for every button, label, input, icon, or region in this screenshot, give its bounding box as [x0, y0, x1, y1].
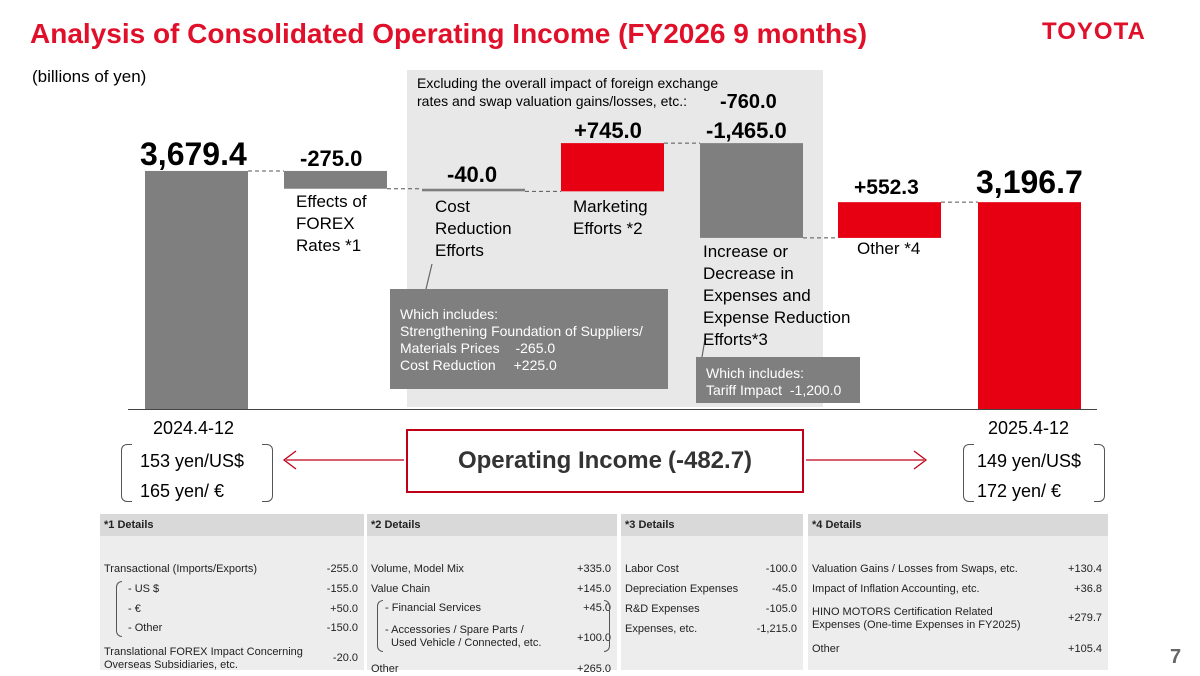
- operating-income-box: Operating Income (-482.7): [406, 429, 804, 493]
- group-brace: [604, 600, 610, 652]
- table-row: - Accessories / Spare Parts / Used Vehicl…: [385, 624, 611, 649]
- rate-end-eur: 172 yen/ €: [977, 481, 1062, 501]
- table-row: Impact of Inflation Accounting, etc. +36.…: [812, 583, 1102, 595]
- bar-other: [838, 202, 941, 238]
- table-row: - Financial Services +45.0: [385, 602, 611, 614]
- table-row: - US $ -155.0: [128, 583, 358, 595]
- table-row: Depreciation Expenses -45.0: [625, 583, 797, 595]
- period-end: 2025.4-12: [988, 418, 1070, 438]
- bar-forex-effects: [284, 170, 387, 189]
- bar-label-expenses: Increase or Decrease in Expenses and Expens…: [703, 242, 851, 349]
- rate-start-eur: 165 yen/ €: [140, 481, 225, 501]
- rate-brace-right-close: [1094, 444, 1105, 502]
- details-table-1: *1 Details Transactional (Imports/Export…: [100, 514, 364, 671]
- bar-label-forex: Effects of FOREX Rates *1: [296, 192, 367, 255]
- operating-income-arrows: [282, 450, 928, 470]
- value-label-start: 3,679.4: [140, 136, 247, 172]
- table-row: R&D Expenses -105.0: [625, 603, 797, 615]
- excluding-fx-note: Excluding the overall impact of foreign …: [417, 75, 719, 109]
- excluding-fx-value: -760.0: [720, 91, 777, 113]
- value-label-marketing: +745.0: [574, 118, 642, 143]
- value-label-end: 3,196.7: [976, 164, 1083, 200]
- table-header: *1 Details: [100, 514, 364, 536]
- table-row: Valuation Gains / Losses from Swaps, etc…: [812, 563, 1102, 575]
- bar-label-other: Other *4: [857, 239, 921, 258]
- cost-reduction-callout: Which includes: Strengthening Foundation…: [390, 289, 668, 389]
- table-row: Other +265.0: [371, 663, 611, 675]
- details-table-3: *3 Details Labor Cost -100.0 Depreciation…: [621, 514, 803, 670]
- table-row: Other +105.4: [812, 643, 1102, 655]
- table-row: Transactional (Imports/Exports) -255.0: [104, 563, 358, 575]
- unit-label: (billions of yen): [32, 67, 147, 86]
- callout-line: Materials Prices: [400, 340, 500, 356]
- expenses-callout: Which includes: Tariff Impact -1,200.0: [696, 357, 860, 403]
- value-label-other: +552.3: [854, 176, 919, 199]
- table-row: - € +50.0: [128, 603, 358, 615]
- table-row: Volume, Model Mix +335.0: [371, 563, 611, 575]
- callout-line: Cost Reduction: [400, 357, 496, 373]
- rate-end-usd: 149 yen/US$: [977, 451, 1082, 471]
- period-start: 2024.4-12: [153, 418, 235, 438]
- bar-2024-total: [145, 170, 248, 409]
- value-label-expenses: -1,465.0: [706, 118, 787, 143]
- table-row: Expenses, etc. -1,215.0: [625, 623, 797, 635]
- callout-pointer: [701, 338, 706, 358]
- bar-cost-reduction: [422, 188, 525, 192]
- toyota-logo: TOYOTA: [1042, 18, 1146, 45]
- callout-value: -265.0: [515, 340, 556, 356]
- details-table-4: *4 Details Valuation Gains / Losses from…: [808, 514, 1108, 670]
- bar-label-marketing: Marketing Efforts *2: [573, 197, 648, 238]
- table-row: - Other -150.0: [128, 622, 358, 634]
- callout-heading: Which includes:: [400, 306, 499, 322]
- table-row: HINO MOTORS Certification Related Expense…: [812, 606, 1102, 631]
- operating-income-value: (-482.7): [668, 447, 753, 474]
- table-header: *2 Details: [367, 514, 617, 536]
- rate-brace-left: [121, 444, 132, 502]
- group-brace: [116, 581, 122, 637]
- group-brace: [377, 600, 383, 652]
- callout-value: -1,200.0: [789, 382, 842, 398]
- callout-value: +225.0: [513, 357, 557, 373]
- table-row: Value Chain +145.0: [371, 583, 611, 595]
- table-row: Translational FOREX Impact Concerning Ove…: [104, 646, 358, 671]
- page-title: Analysis of Consolidated Operating Incom…: [30, 18, 868, 49]
- callout-line: Strengthening Foundation of Suppliers/: [400, 323, 643, 339]
- bar-expenses: [700, 143, 803, 238]
- bar-marketing: [561, 143, 664, 192]
- rate-brace-left-close: [262, 444, 273, 502]
- table-header: *4 Details: [808, 514, 1108, 536]
- bar-2025-total: [978, 202, 1081, 409]
- value-label-cost-reduction: -40.0: [447, 162, 498, 187]
- operating-income-label: Operating Income: [457, 447, 662, 474]
- value-label-forex: -275.0: [300, 146, 363, 171]
- table-header: *3 Details: [621, 514, 803, 536]
- callout-line: Tariff Impact: [706, 382, 782, 398]
- page-number: 7: [1170, 646, 1182, 668]
- rate-start-usd: 153 yen/US$: [140, 451, 245, 471]
- details-table-2: *2 Details Volume, Model Mix +335.0 Value…: [367, 514, 617, 675]
- callout-pointer: [425, 263, 433, 290]
- bar-label-cost-reduction: Cost Reduction Efforts: [435, 197, 512, 260]
- rate-brace-right: [963, 444, 974, 502]
- table-row: Labor Cost -100.0: [625, 563, 797, 575]
- callout-heading: Which includes:: [706, 365, 805, 381]
